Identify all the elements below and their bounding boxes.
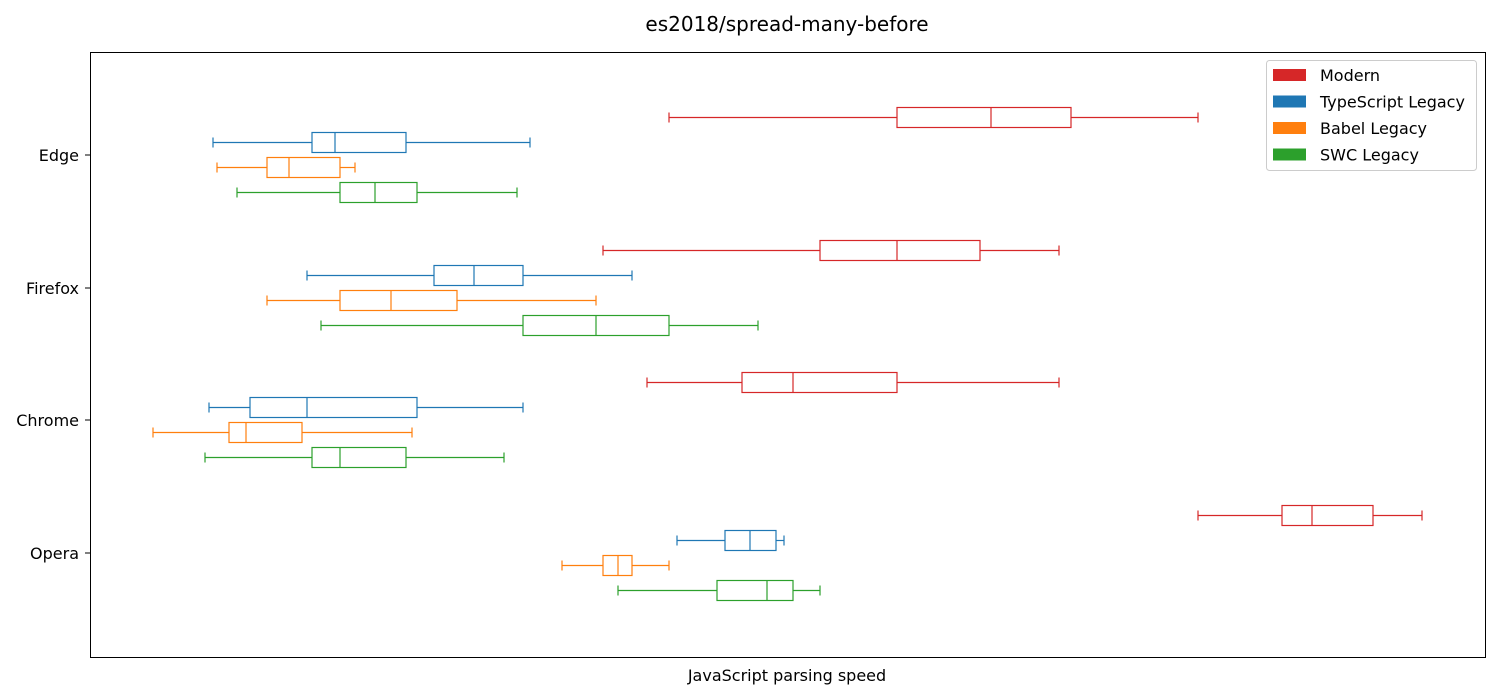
box-babel-legacy-edge: [216, 156, 356, 179]
y-tick-label-opera: Opera: [30, 544, 79, 563]
legend-label-typescript-legacy: TypeScript Legacy: [1319, 93, 1465, 112]
iqr-box: [741, 371, 898, 394]
legend-swatch-typescript-legacy: [1273, 95, 1306, 108]
iqr-box: [716, 579, 794, 602]
iqr-box: [1281, 504, 1374, 527]
iqr-box: [266, 156, 341, 179]
legend-label-swc-legacy: SWC Legacy: [1320, 146, 1419, 165]
box-typescript-legacy-edge: [212, 131, 531, 154]
box-modern-firefox: [602, 239, 1060, 262]
box-swc-legacy-opera: [617, 579, 821, 602]
legend-swatch-swc-legacy: [1273, 148, 1306, 161]
box-modern-edge: [668, 106, 1199, 129]
y-tick-label-firefox: Firefox: [26, 279, 79, 298]
y-tick-label-chrome: Chrome: [16, 411, 79, 430]
box-modern-chrome: [646, 371, 1060, 394]
legend-swatch-babel-legacy: [1273, 122, 1306, 134]
iqr-box: [228, 421, 303, 444]
box-typescript-legacy-firefox: [306, 264, 633, 287]
iqr-box: [433, 264, 524, 287]
y-axis: Edge Firefox Chrome Opera: [16, 146, 90, 563]
iqr-box: [249, 396, 418, 419]
x-axis-label: JavaScript parsing speed: [687, 666, 886, 685]
box-babel-legacy-chrome: [152, 421, 413, 444]
box-modern-opera: [1197, 504, 1423, 527]
legend: Modern TypeScript Legacy Babel Legacy SWC L…: [1266, 60, 1477, 171]
iqr-box: [819, 239, 981, 262]
plot-area: [152, 106, 1423, 602]
box-typescript-legacy-opera: [676, 529, 785, 552]
box-typescript-legacy-chrome: [208, 396, 524, 419]
box-babel-legacy-opera: [561, 554, 670, 577]
box-swc-legacy-firefox: [320, 314, 759, 337]
chart-title: es2018/spread-many-before: [645, 12, 928, 36]
iqr-box: [311, 446, 407, 469]
axes-frame: [90, 52, 1486, 658]
legend-swatch-modern: [1273, 69, 1306, 81]
legend-label-babel-legacy: Babel Legacy: [1320, 119, 1427, 138]
box-swc-legacy-chrome: [204, 446, 505, 469]
legend-label-modern: Modern: [1320, 66, 1380, 85]
box-babel-legacy-firefox: [266, 289, 597, 312]
y-tick-label-edge: Edge: [39, 146, 79, 165]
iqr-box: [339, 181, 418, 204]
box-swc-legacy-edge: [236, 181, 518, 204]
iqr-box: [339, 289, 458, 312]
legend-box: [1266, 60, 1477, 171]
iqr-box: [311, 131, 407, 154]
iqr-box: [896, 106, 1072, 129]
